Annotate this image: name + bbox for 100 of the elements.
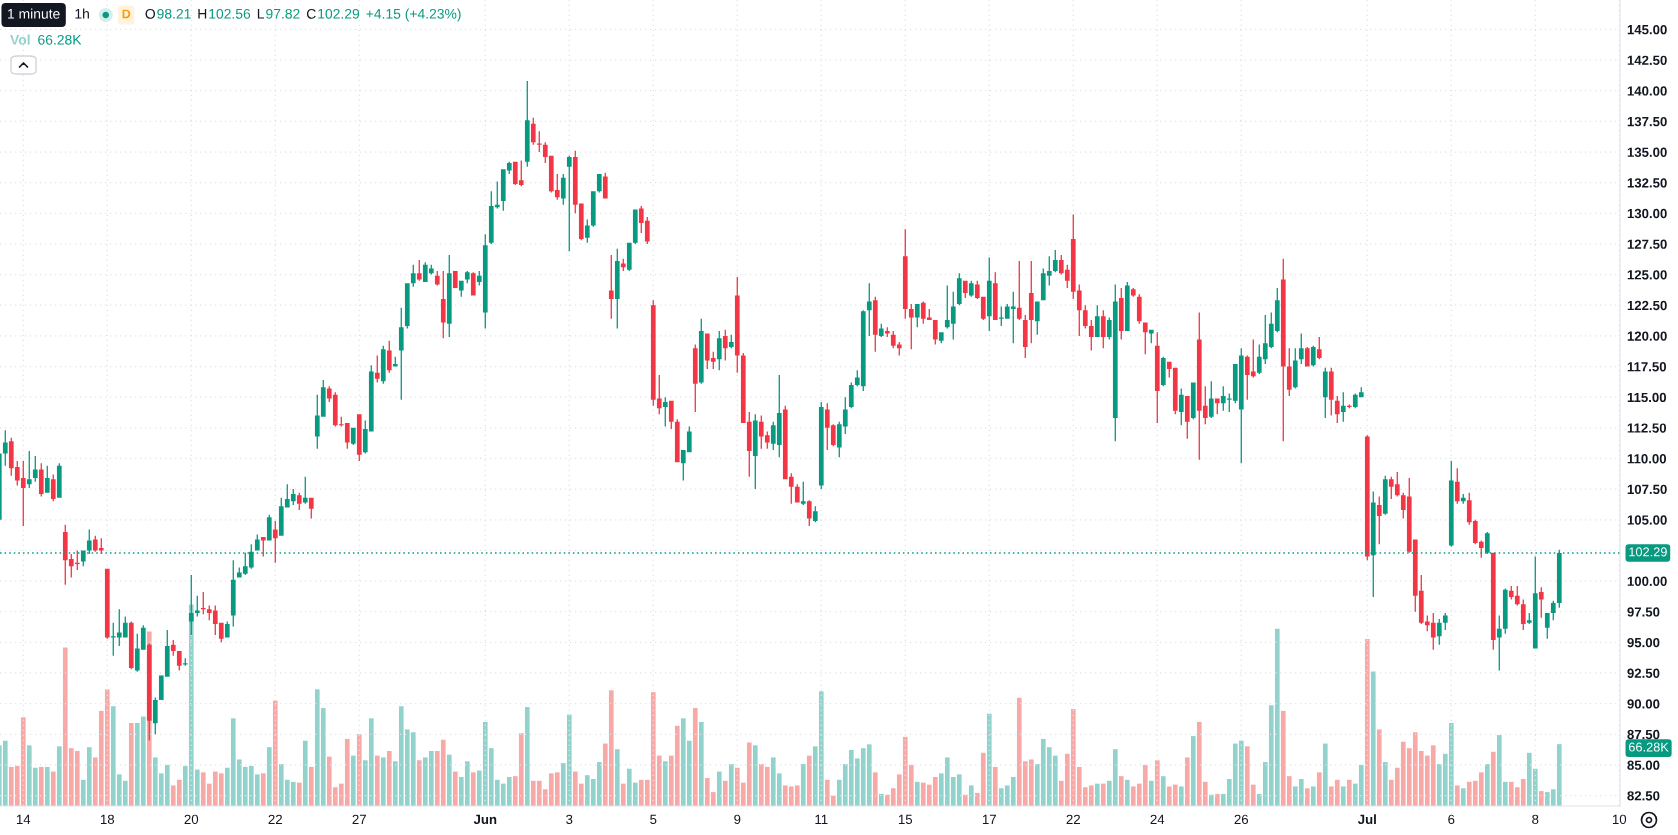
bar xyxy=(1094,783,1100,806)
annotation: C102.29 xyxy=(306,8,360,19)
candlestick xyxy=(296,492,302,510)
bar xyxy=(806,755,812,806)
candlestick xyxy=(104,568,110,639)
candlestick xyxy=(1310,345,1316,367)
candlestick xyxy=(602,172,608,199)
candlestick xyxy=(50,474,56,502)
x-tick-label: 24 xyxy=(1150,814,1165,824)
bar xyxy=(1538,791,1544,806)
candlestick xyxy=(872,296,878,352)
candlestick xyxy=(848,382,854,409)
candlestick xyxy=(1280,258,1286,442)
y-tick-label: 117.50 xyxy=(1627,362,1667,372)
candlestick xyxy=(1022,315,1028,358)
bar xyxy=(716,771,722,806)
candlestick xyxy=(128,621,134,670)
bar xyxy=(962,794,968,806)
candlestick xyxy=(374,355,380,383)
bar xyxy=(692,708,698,806)
candlestick xyxy=(380,345,386,384)
candlestick xyxy=(260,536,266,557)
bar xyxy=(302,740,308,806)
bar xyxy=(1346,779,1352,806)
y-tick-label: 135.00 xyxy=(1627,147,1667,157)
y-tick-label: 140.00 xyxy=(1627,86,1667,96)
candlestick xyxy=(734,277,740,373)
bar xyxy=(968,785,974,806)
candlestick xyxy=(434,270,440,286)
x-tick-label: 10 xyxy=(1612,814,1627,825)
annotation: 1 minute xyxy=(8,8,60,19)
y-tick-label: 97.50 xyxy=(1627,607,1660,617)
bar xyxy=(1376,729,1382,806)
candlestick xyxy=(1178,388,1184,426)
candlestick xyxy=(878,323,884,338)
candlestick xyxy=(1340,392,1346,422)
candlestick xyxy=(530,117,536,145)
bar xyxy=(1484,764,1490,806)
candlestick xyxy=(452,270,458,289)
candlestick xyxy=(1376,496,1382,545)
bar xyxy=(728,764,734,806)
bar xyxy=(1340,786,1346,806)
x-tick-label: Jul xyxy=(1357,814,1376,825)
bar xyxy=(38,766,44,806)
bar xyxy=(356,734,362,806)
bar xyxy=(296,782,302,806)
x-tick-label: 20 xyxy=(184,814,199,825)
candlestick xyxy=(1082,305,1088,329)
x-tick-label: 15 xyxy=(898,814,913,825)
x-tick-label: 26 xyxy=(1234,814,1249,825)
annotation: H102.56 xyxy=(198,8,251,19)
candlestick xyxy=(1190,382,1196,420)
annotation: O98.21 xyxy=(145,8,191,19)
candlestick xyxy=(1304,346,1310,367)
x-tick-label: 6 xyxy=(1448,814,1455,825)
candlestick xyxy=(152,697,158,735)
candlestick xyxy=(440,270,446,339)
candlestick xyxy=(560,174,566,205)
candlestick xyxy=(1334,395,1340,423)
candlestick xyxy=(1448,460,1454,547)
candlestick xyxy=(968,280,974,297)
x-tick-label: 3 xyxy=(566,814,573,825)
candlestick xyxy=(1442,612,1448,631)
candlestick xyxy=(254,534,260,551)
bar xyxy=(2,740,8,806)
x-tick-label: 11 xyxy=(815,814,828,824)
y-tick-label: 92.50 xyxy=(1627,668,1660,678)
candlestick xyxy=(1298,333,1304,365)
bar xyxy=(1310,786,1316,806)
bar xyxy=(416,760,422,806)
bar xyxy=(722,780,728,806)
bar xyxy=(1322,743,1328,806)
candlestick xyxy=(1154,332,1160,423)
bar xyxy=(56,746,62,806)
y-tick-label: 112.50 xyxy=(1627,423,1667,433)
y-tick-label: 127.50 xyxy=(1627,239,1667,249)
candlestick xyxy=(1544,612,1550,639)
bar xyxy=(1460,788,1466,806)
candlestick xyxy=(662,397,668,427)
candlestick xyxy=(170,639,176,656)
bar xyxy=(1304,788,1310,806)
candlestick xyxy=(188,574,194,635)
y-tick-label: 82.50 xyxy=(1627,791,1660,801)
candlestick xyxy=(308,497,314,519)
bar xyxy=(1100,783,1106,806)
bar xyxy=(1184,757,1190,806)
bar xyxy=(1382,762,1388,806)
candlestick xyxy=(1454,468,1460,504)
candlestick xyxy=(404,283,410,329)
bar xyxy=(698,721,704,806)
candlestick xyxy=(446,254,452,338)
candlestick xyxy=(44,465,50,493)
candlestick xyxy=(56,463,62,498)
candlestick xyxy=(794,484,800,503)
candlestick xyxy=(1520,599,1526,631)
bar xyxy=(1316,772,1322,806)
bar xyxy=(992,766,998,806)
candlestick xyxy=(812,506,818,523)
ref-line-label: 102.29 xyxy=(1629,547,1667,557)
bar xyxy=(470,772,476,806)
